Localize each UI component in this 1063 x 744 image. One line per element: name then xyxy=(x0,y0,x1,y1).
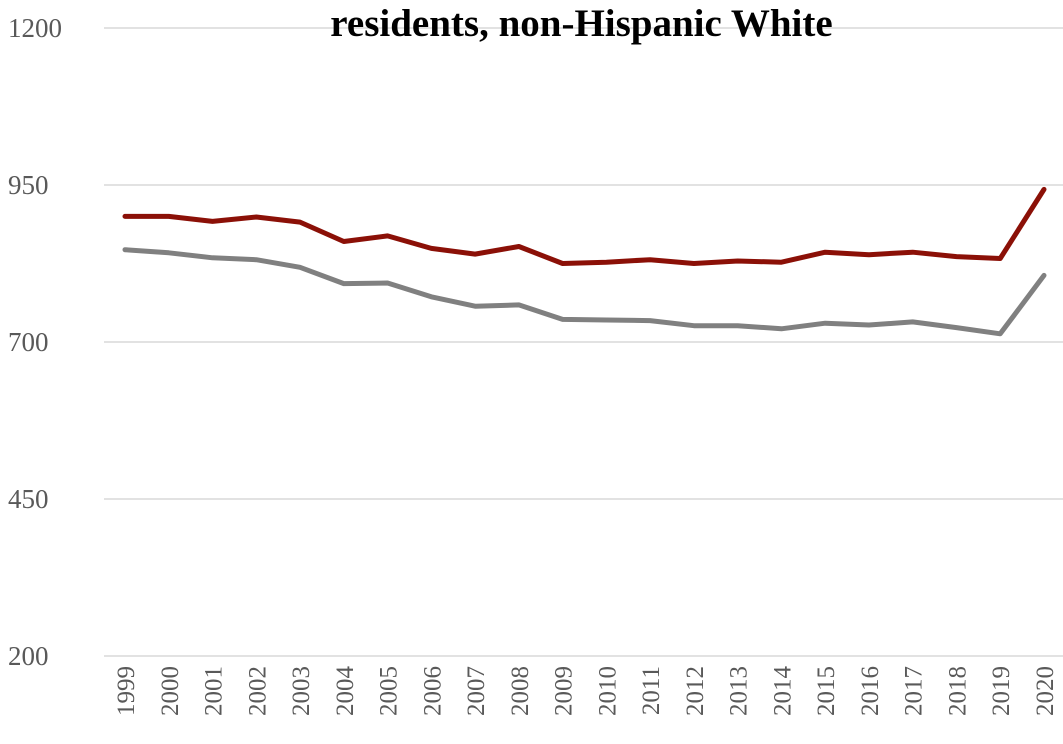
chart-title: residents, non-Hispanic White xyxy=(330,2,833,45)
series-line-1 xyxy=(122,186,1047,266)
x-tick-label: 2009 xyxy=(551,666,578,716)
y-tick-label: 450 xyxy=(8,484,49,514)
x-tick-label: 2012 xyxy=(682,666,709,716)
x-tick-label: 2011 xyxy=(638,666,665,715)
x-tick-label: 2004 xyxy=(332,666,359,717)
x-tick-label: 2019 xyxy=(988,666,1015,716)
x-tick-label: 2008 xyxy=(507,666,534,716)
x-tick-label: 2005 xyxy=(376,666,403,716)
x-tick-label: 2013 xyxy=(726,666,753,716)
x-tick-label: 2014 xyxy=(769,666,796,717)
series-line-2 xyxy=(122,247,1047,337)
x-tick-label: 2018 xyxy=(944,666,971,716)
x-tick-label: 2000 xyxy=(157,666,184,716)
y-tick-label: 700 xyxy=(8,327,49,357)
x-tick-label: 1999 xyxy=(113,666,140,716)
y-tick-label: 200 xyxy=(8,641,49,671)
x-tick-label: 2016 xyxy=(857,666,884,716)
x-tick-label: 2010 xyxy=(594,666,621,716)
x-tick-label: 2006 xyxy=(419,666,446,716)
y-tick-label: 1200 xyxy=(8,13,62,43)
x-tick-label: 2002 xyxy=(244,666,271,716)
x-tick-label: 2007 xyxy=(463,666,490,716)
x-tick-label: 2017 xyxy=(901,666,928,716)
x-tick-label: 2003 xyxy=(288,666,315,716)
x-tick-label: 2020 xyxy=(1032,666,1059,716)
y-tick-label: 950 xyxy=(8,170,49,200)
x-tick-label: 2015 xyxy=(813,666,840,716)
x-tick-label: 2001 xyxy=(201,666,228,716)
